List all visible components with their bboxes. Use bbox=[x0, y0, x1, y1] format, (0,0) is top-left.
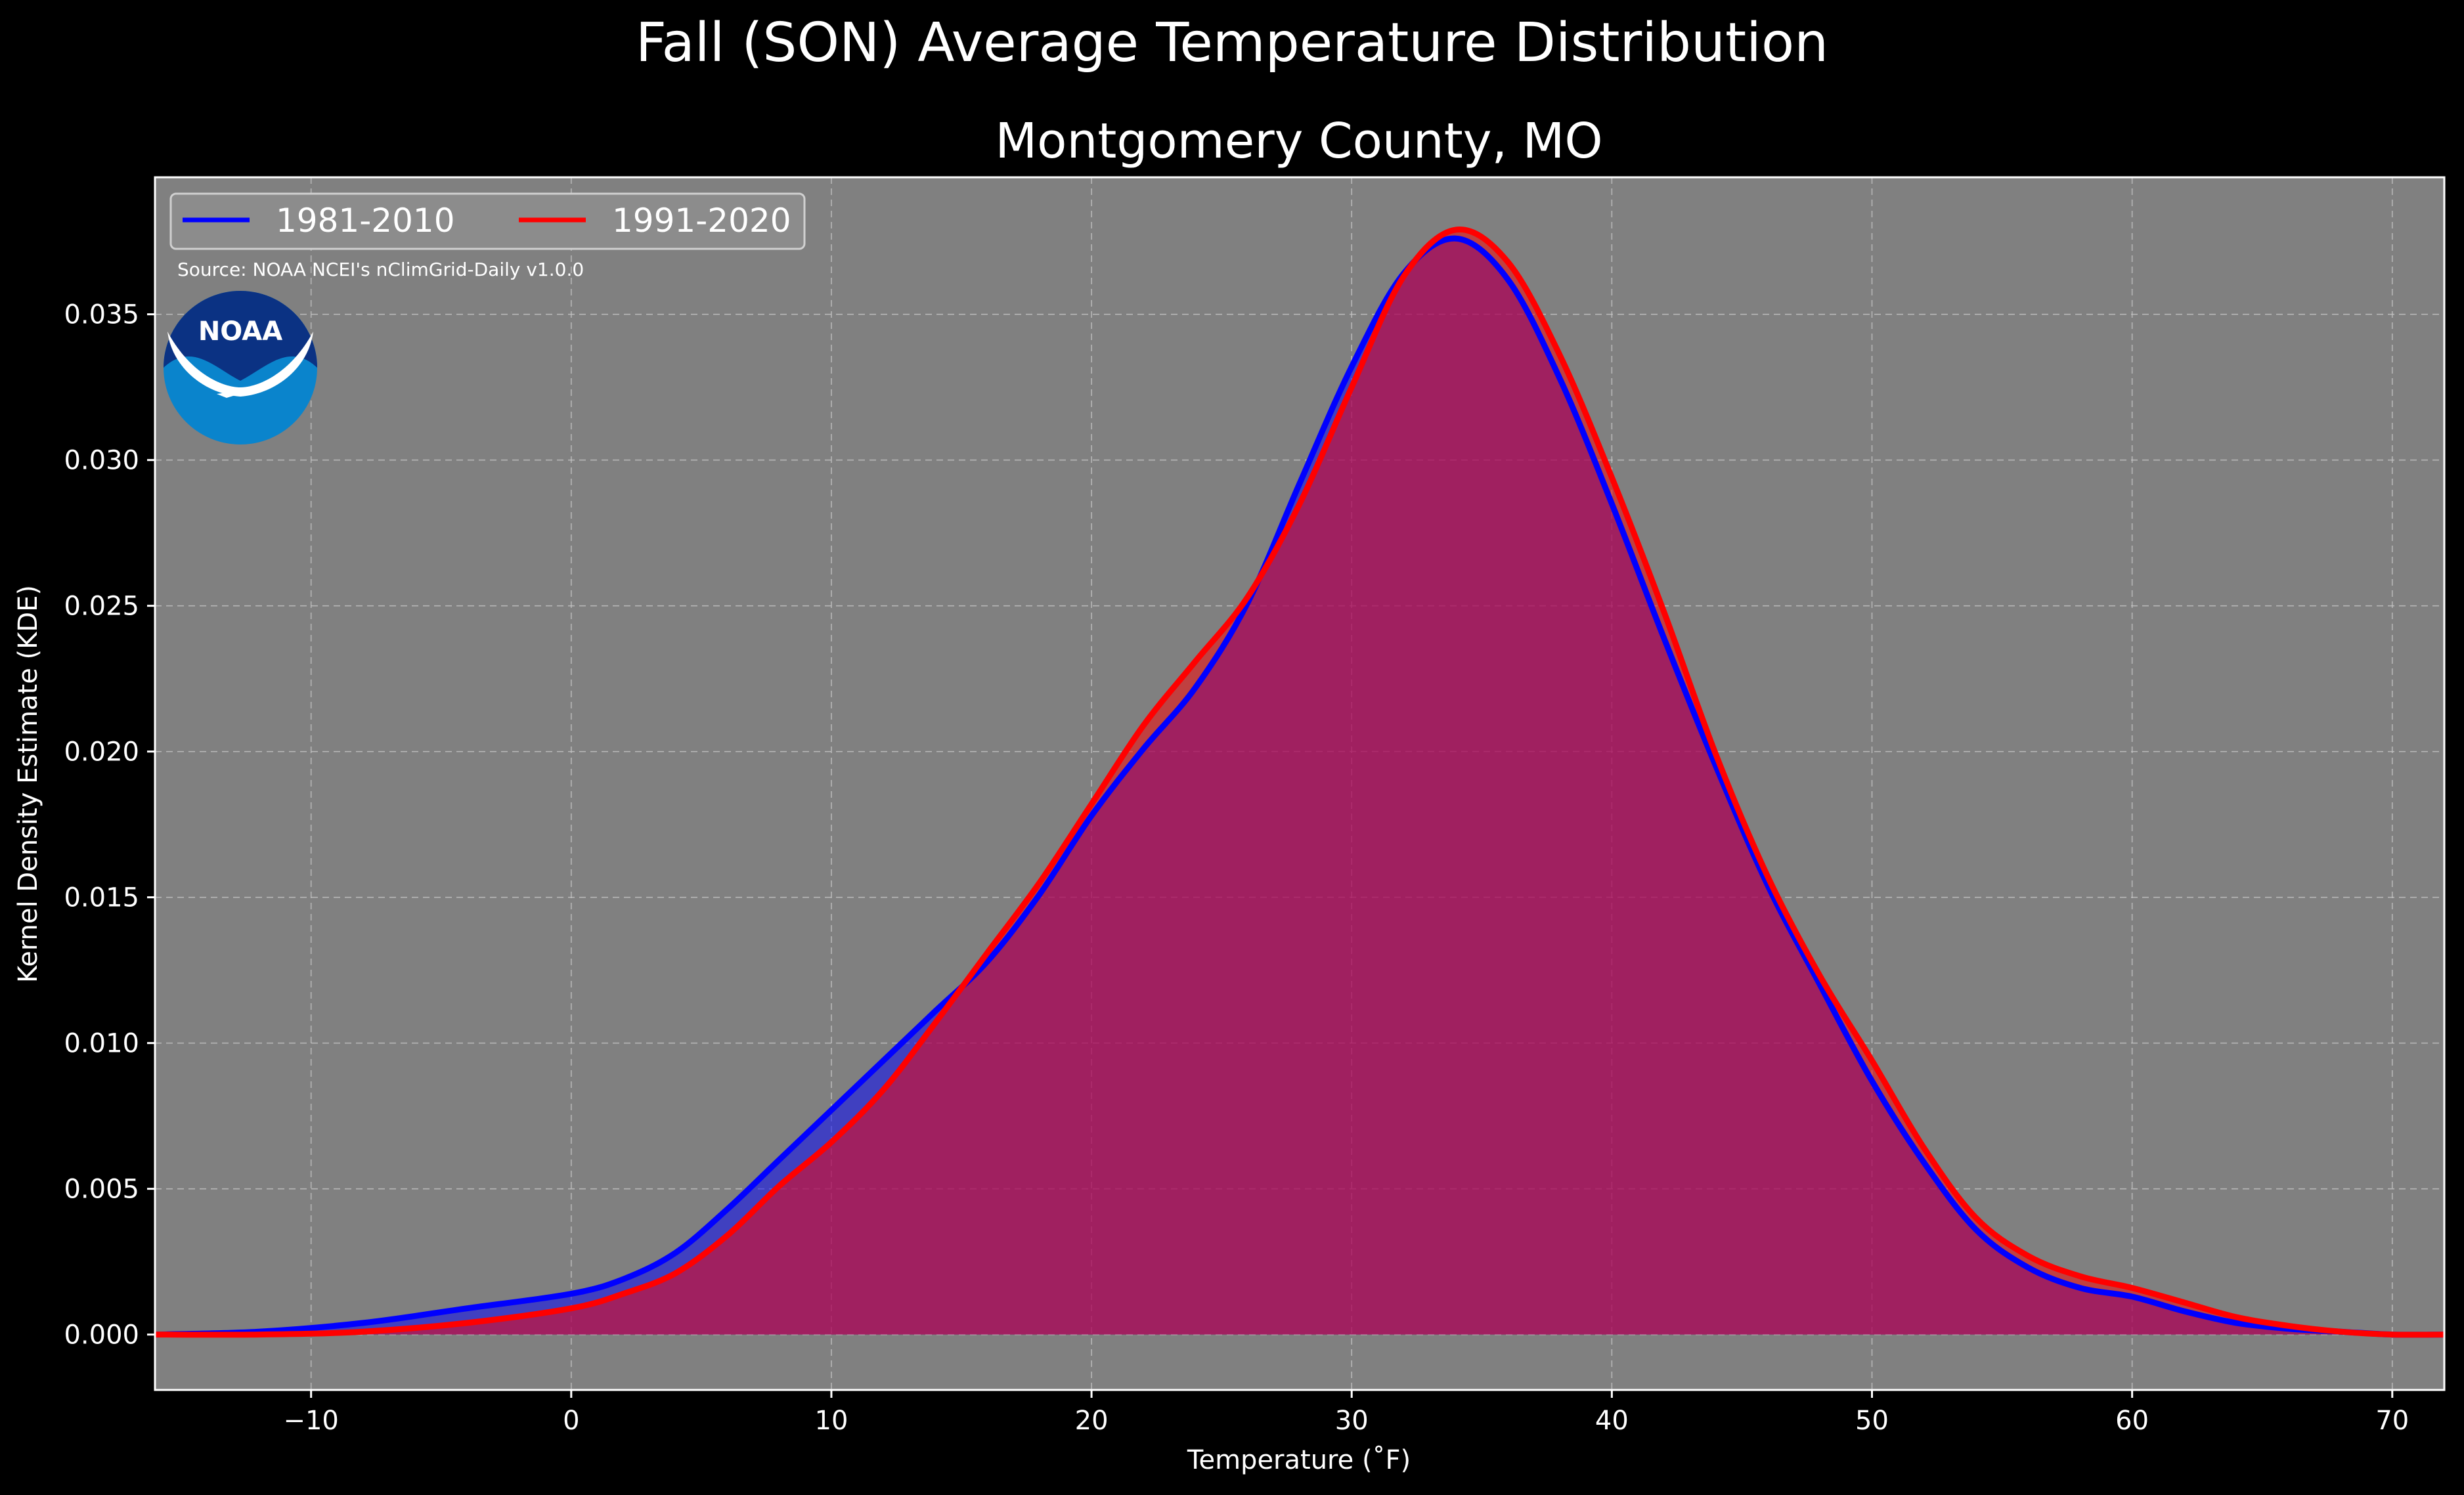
legend-label-1981-2010: 1981-2010 bbox=[276, 202, 455, 240]
x-tick-label: 70 bbox=[2375, 1406, 2409, 1436]
y-tick-label: 0.035 bbox=[64, 300, 139, 330]
legend-label-1991-2020: 1991-2020 bbox=[612, 202, 791, 240]
y-tick-label: 0.005 bbox=[64, 1175, 139, 1205]
source-note: Source: NOAA NCEI's nClimGrid-Daily v1.0… bbox=[177, 259, 584, 280]
y-tick-label: 0.010 bbox=[64, 1029, 139, 1059]
tick-layer: −10 0 10 20 30 40 50 60 70 0.000 0.005 0.010 0.015 0.… bbox=[64, 300, 2409, 1436]
y-tick-label: 0.015 bbox=[64, 883, 139, 913]
y-tick-label: 0.000 bbox=[64, 1320, 139, 1351]
series-line-1981-2010 bbox=[154, 235, 2445, 1338]
fill-layer bbox=[155, 229, 2444, 1335]
x-tick-label: 40 bbox=[1595, 1406, 1629, 1436]
legend-box bbox=[169, 192, 806, 250]
y-axis-label: Kernel Density Estimate (KDE) bbox=[13, 585, 43, 983]
x-tick-label: −10 bbox=[283, 1406, 338, 1436]
x-tick-label: 0 bbox=[563, 1406, 579, 1436]
x-tick-label: 60 bbox=[2115, 1406, 2149, 1436]
plot-frame bbox=[154, 176, 2446, 1391]
x-tick-label: 50 bbox=[1855, 1406, 1889, 1436]
noaa-logo: NOAA bbox=[164, 291, 317, 444]
x-axis-label: Temperature (˚F) bbox=[1187, 1445, 1411, 1475]
figure-suptitle: Fall (SON) Average Temperature Distribut… bbox=[636, 12, 1828, 74]
y-tick-label: 0.030 bbox=[64, 446, 139, 476]
plot-area bbox=[154, 176, 2446, 1391]
axes-title: Montgomery County, MO bbox=[995, 113, 1602, 169]
x-tick-label: 10 bbox=[815, 1406, 848, 1436]
x-tick-label: 30 bbox=[1335, 1406, 1369, 1436]
x-tick-label: 20 bbox=[1075, 1406, 1109, 1436]
line-layer bbox=[154, 226, 2445, 1338]
y-tick-label: 0.020 bbox=[64, 737, 139, 768]
y-tick-label: 0.025 bbox=[64, 592, 139, 622]
area-fill-1991-2020 bbox=[155, 229, 2444, 1335]
noaa-logo-text: NOAA bbox=[198, 316, 282, 347]
series-line-1991-2020 bbox=[154, 226, 2445, 1338]
legend: 1981-2010 1991-2020 bbox=[169, 192, 806, 250]
